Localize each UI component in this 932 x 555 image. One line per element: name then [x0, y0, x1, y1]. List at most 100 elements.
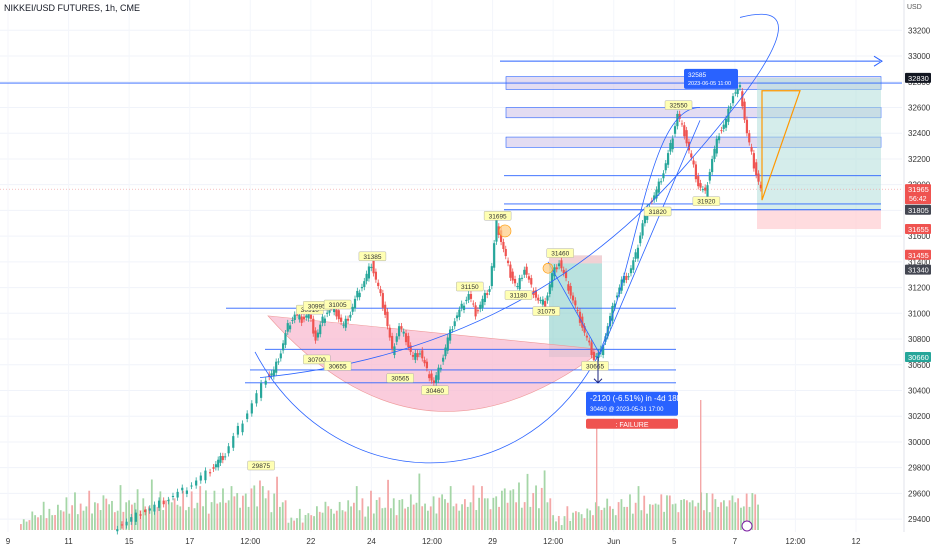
volume-bar — [51, 515, 54, 530]
candle-body — [393, 346, 396, 355]
candle-body — [250, 403, 253, 414]
candle-body — [139, 514, 142, 516]
volume-bar — [196, 502, 199, 530]
volume-bar — [88, 490, 91, 530]
candle-body — [588, 340, 591, 343]
candle-body — [236, 426, 240, 435]
volume-bar — [626, 506, 629, 530]
volume-bar — [193, 508, 196, 530]
candle-body — [326, 312, 329, 314]
volume-bar — [94, 502, 96, 530]
volume-bar — [327, 506, 330, 530]
volume-bar — [646, 513, 648, 530]
volume-bar — [725, 506, 728, 530]
price-axis: 29400 29600 29800 30000 30200 30400 30600 30800… — [903, 0, 931, 532]
swing-label: 31695 — [489, 213, 507, 220]
candle-body — [518, 278, 521, 290]
candle-body — [272, 369, 275, 377]
candle-body — [291, 320, 294, 321]
candle-body — [442, 357, 445, 362]
volume-bar — [700, 400, 702, 530]
volume-bar — [731, 495, 734, 530]
candle-body — [660, 181, 663, 183]
candle-body — [453, 321, 456, 327]
candle-body — [460, 303, 463, 309]
candle-body — [298, 314, 301, 320]
volume-bar — [654, 503, 657, 530]
volume-bar — [236, 493, 239, 530]
candle-body — [319, 324, 322, 335]
x-tick-label: 5 — [672, 537, 677, 546]
volume-bar — [691, 500, 694, 530]
volume-bar — [367, 506, 370, 530]
volume-bar — [464, 499, 466, 530]
x-tick-label: 9 — [6, 537, 11, 546]
candle-body — [632, 260, 635, 270]
volume-bar — [168, 498, 170, 530]
candle-body — [288, 325, 292, 330]
candle-body — [604, 336, 607, 342]
y-tick-label: 31200 — [908, 284, 931, 293]
volume-bar — [748, 506, 751, 530]
candle-body — [162, 500, 165, 505]
candle-body — [372, 260, 375, 274]
candle-body — [358, 292, 361, 298]
y-tick-label: 33200 — [908, 26, 931, 35]
volume-bar — [159, 491, 162, 530]
candle-body — [381, 293, 384, 308]
volume-bar — [589, 510, 592, 530]
volume-bar — [515, 502, 518, 530]
volume-bar — [65, 497, 68, 530]
volume-bar — [486, 498, 489, 530]
candle-body — [544, 301, 547, 307]
volume-bar — [156, 506, 159, 530]
volume-bar — [210, 502, 213, 530]
candle-body — [562, 269, 565, 274]
volume-bar — [261, 486, 264, 530]
volume-bar — [683, 499, 685, 530]
volume-bar — [475, 510, 478, 530]
x-tick-label: 29 — [488, 537, 497, 546]
candle-body — [148, 508, 151, 511]
volume-bar — [113, 512, 116, 530]
candle-body — [458, 309, 461, 317]
candle-body — [664, 163, 667, 171]
volume-bar — [478, 497, 481, 530]
volume-bar — [444, 499, 446, 530]
candle-body — [483, 293, 486, 302]
measure-line2: 30460 @ 2023-05-31 17:00 — [590, 407, 664, 413]
swing-label: 30910 — [301, 307, 319, 314]
candle-body — [316, 332, 320, 338]
volume-bar — [176, 504, 179, 530]
candle-body — [685, 130, 688, 144]
volume-bar — [398, 499, 401, 530]
volume-bar — [227, 500, 230, 530]
volume-bar — [108, 504, 111, 530]
volume-bar — [318, 511, 321, 530]
candle-body — [444, 347, 447, 357]
candle-body — [615, 295, 619, 298]
y-tick-label: 30000 — [908, 438, 931, 447]
y-tick-label: 29400 — [908, 515, 931, 524]
volume-bar — [102, 495, 105, 530]
volume-bar — [668, 495, 671, 530]
failure-box — [586, 418, 678, 429]
swing-label: 31075 — [537, 309, 555, 316]
x-tick-label: Jun — [607, 537, 620, 546]
volume-bar — [99, 510, 102, 530]
candle-body — [130, 517, 133, 522]
candle-body — [300, 316, 303, 323]
volume-bar — [242, 495, 244, 530]
candle-body — [365, 273, 368, 282]
volume-bar — [381, 508, 384, 530]
swing-label-bg — [581, 361, 609, 371]
candle-body — [116, 529, 119, 532]
volume-bar — [273, 493, 276, 530]
trend-line — [547, 261, 601, 355]
candle-body — [462, 305, 466, 310]
volume-bar — [250, 488, 253, 530]
volume-bar — [597, 506, 600, 530]
candle-body — [711, 158, 714, 173]
